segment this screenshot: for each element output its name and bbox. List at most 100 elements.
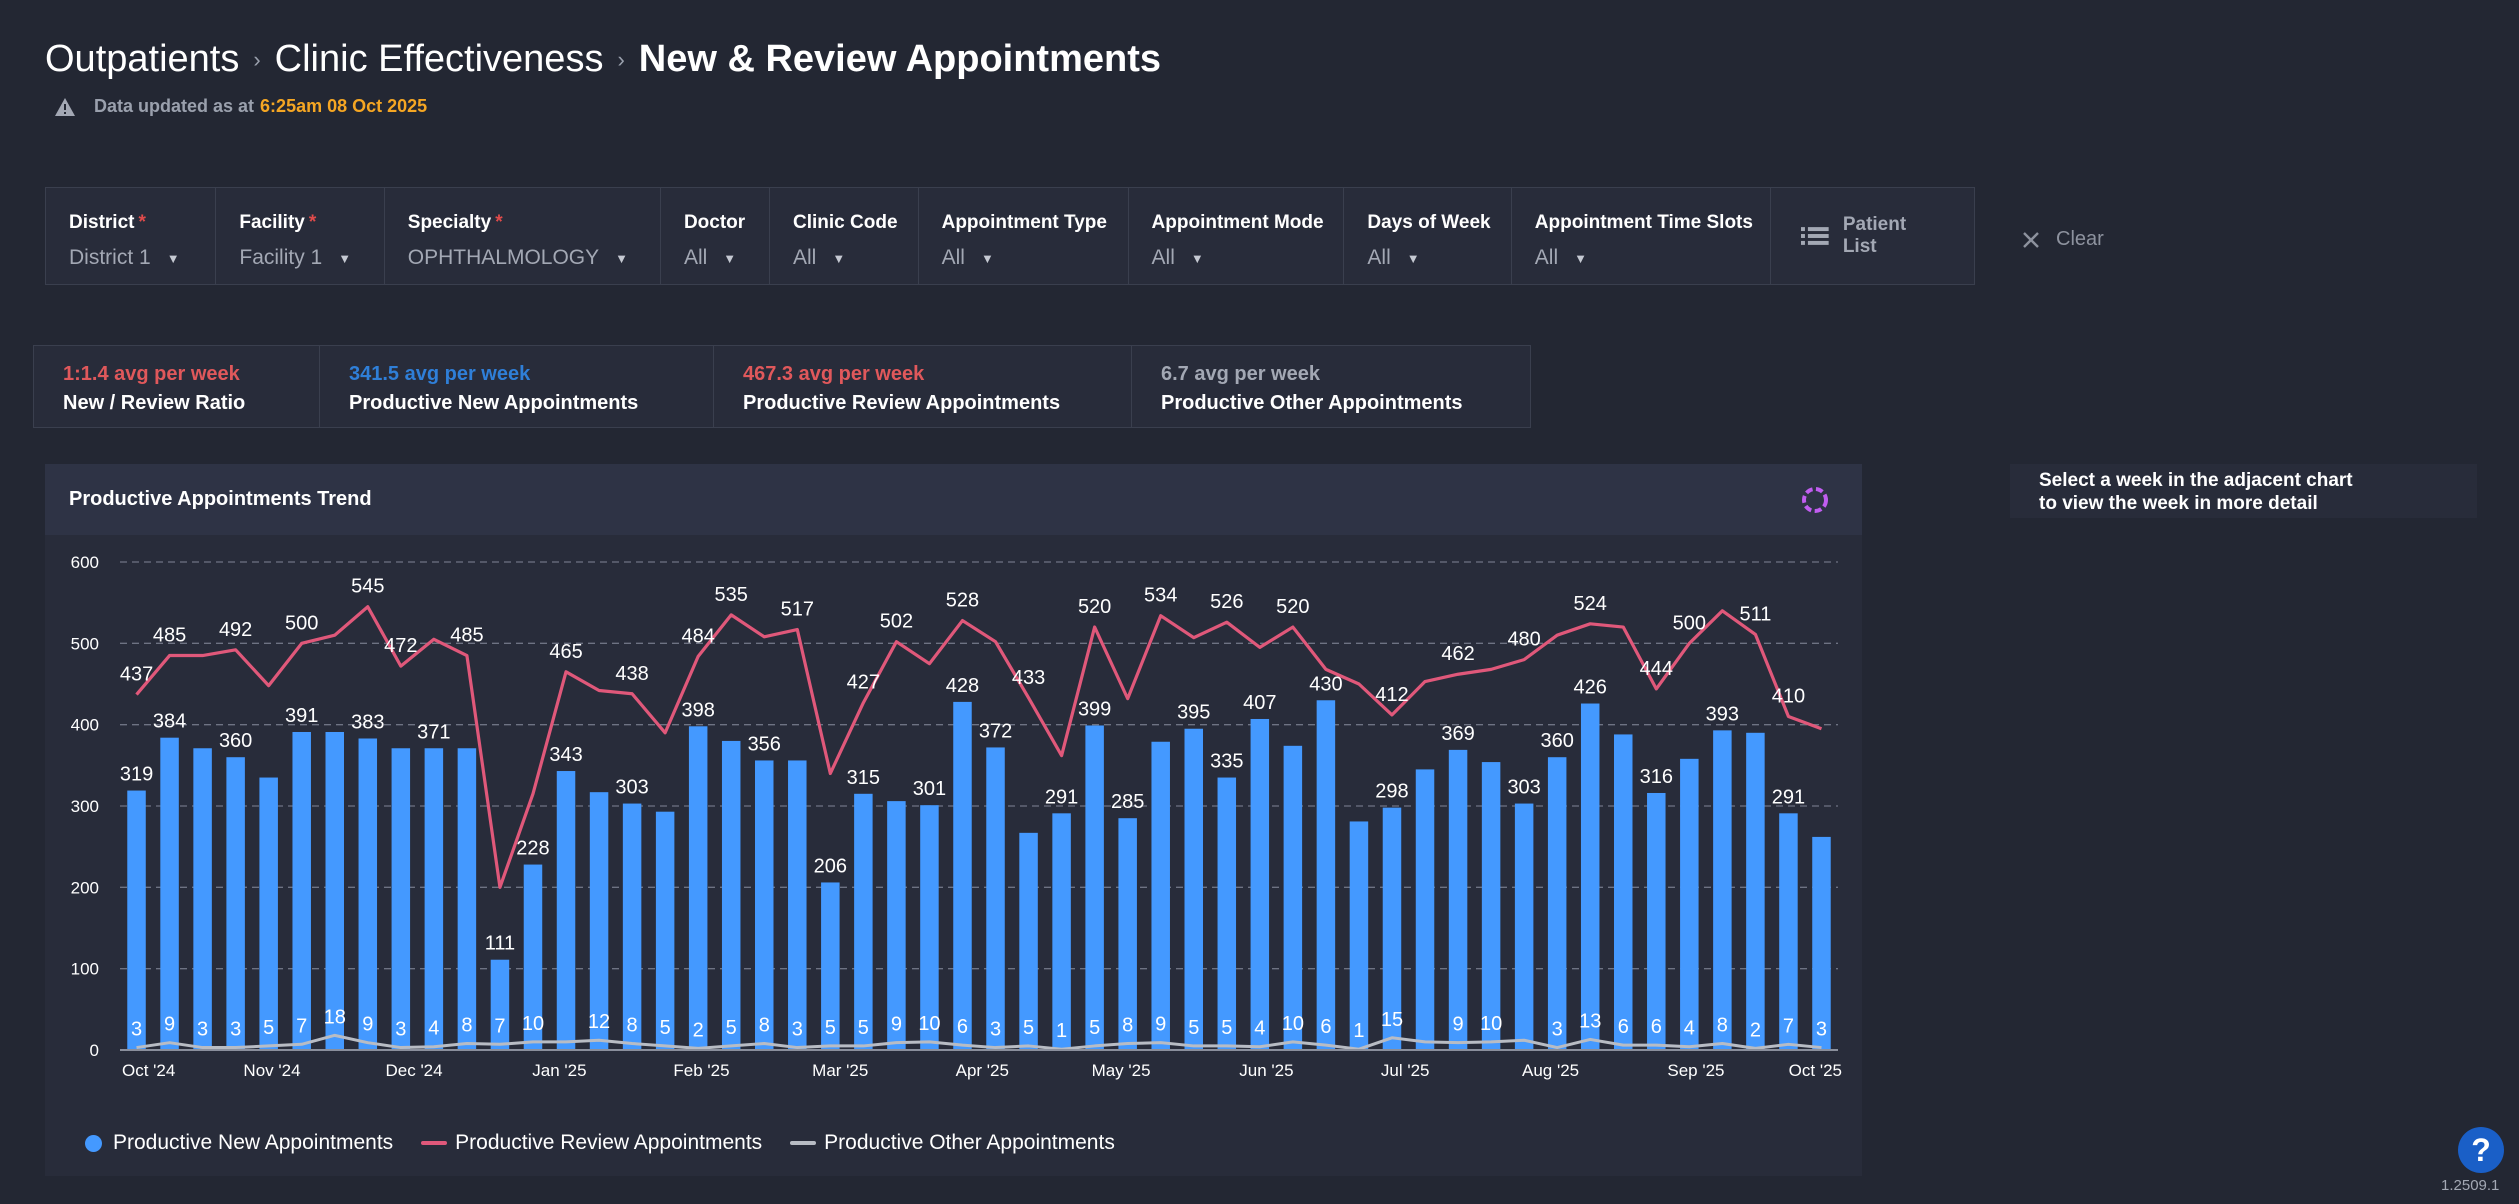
filter-bar: District * District 1 ▼ Facility * Facility… [45, 187, 1975, 285]
bar-data-label: 399 [1078, 698, 1111, 720]
y-tick-label: 200 [71, 878, 99, 897]
bar-new-appointments [1382, 807, 1402, 1050]
bar-new-appointments [721, 740, 741, 1050]
other-data-label: 7 [1783, 1015, 1794, 1037]
filter-doctor[interactable]: Doctor All ▼ [661, 188, 770, 284]
kpi-new-review-ratio[interactable]: 1:1.4 avg per week New / Review Ratio [34, 346, 320, 427]
filter-facility[interactable]: Facility * Facility 1 ▼ [216, 188, 385, 284]
other-data-label: 4 [1684, 1018, 1695, 1040]
bar-data-label: 291 [1045, 786, 1078, 808]
caret-down-icon: ▼ [166, 250, 180, 266]
other-data-label: 3 [990, 1019, 1001, 1041]
filter-clinic-code[interactable]: Clinic Code All ▼ [770, 188, 919, 284]
filter-dropdown[interactable]: All ▼ [1367, 246, 1420, 269]
legend-item-other[interactable]: Productive Other Appointments [790, 1131, 1115, 1155]
other-data-label: 10 [1282, 1013, 1304, 1035]
filter-dropdown[interactable]: All ▼ [793, 246, 846, 269]
x-tick-label: May '25 [1092, 1061, 1151, 1080]
bar-new-appointments [1613, 734, 1633, 1050]
caret-down-icon: ▼ [1406, 250, 1420, 266]
clear-filters-button[interactable]: Clear [2022, 228, 2104, 251]
bar-layer [127, 700, 1831, 1050]
breadcrumb: Outpatients › Clinic Effectiveness › New… [45, 38, 1161, 81]
legend-item-review[interactable]: Productive Review Appointments [421, 1131, 762, 1155]
legend-line-icon [790, 1141, 817, 1145]
filter-dropdown[interactable]: All ▼ [1534, 246, 1588, 269]
other-data-label: 10 [918, 1013, 940, 1035]
other-data-label: 7 [296, 1015, 307, 1037]
kpi-productive-other[interactable]: 6.7 avg per week Productive Other Appoin… [1132, 346, 1530, 427]
other-data-label: 8 [627, 1014, 638, 1036]
bar-new-appointments [953, 701, 972, 1050]
bar-data-label: 316 [1640, 766, 1673, 788]
bar-new-appointments [1647, 792, 1666, 1050]
breadcrumb-clinic-effectiveness[interactable]: Clinic Effectiveness [274, 38, 604, 80]
filter-label: Facility * [239, 212, 317, 233]
bar-new-appointments [1085, 725, 1104, 1050]
bar-new-appointments [589, 792, 609, 1050]
update-label: Data updated as at [94, 96, 255, 116]
other-data-label: 8 [1717, 1014, 1728, 1036]
bar-new-appointments [193, 748, 212, 1050]
filter-dropdown[interactable]: All ▼ [941, 246, 994, 269]
bar-new-appointments [127, 790, 146, 1050]
line-layer [135, 605, 1823, 1051]
bar-new-appointments [424, 748, 444, 1050]
bar-new-appointments [1217, 777, 1237, 1050]
bar-new-appointments [358, 738, 378, 1050]
other-data-label: 7 [494, 1015, 505, 1037]
other-data-label: 3 [131, 1019, 142, 1041]
filter-appointment-type[interactable]: Appointment Type All ▼ [919, 188, 1129, 284]
y-tick-label: 100 [71, 960, 99, 979]
bar-new-appointments [1019, 832, 1038, 1050]
breadcrumb-outpatients[interactable]: Outpatients [45, 38, 240, 80]
line-other-appointments [136, 1033, 1822, 1051]
page-title: New & Review Appointments [638, 38, 1162, 80]
other-data-label: 15 [1381, 1009, 1403, 1031]
patient-list-label: Patient List [1842, 214, 1907, 257]
legend-dot-icon [85, 1134, 102, 1152]
filter-appointment-mode[interactable]: Appointment Mode All ▼ [1129, 188, 1345, 284]
bar-new-appointments [920, 805, 939, 1050]
review-data-label: 437 [120, 664, 153, 686]
data-update-status: Data updated as at 6:25am 08 Oct 2025 [54, 96, 427, 117]
kpi-productive-review[interactable]: 467.3 avg per week Productive Review App… [714, 346, 1132, 427]
filter-appointment-time-slots[interactable]: Appointment Time Slots All ▼ [1512, 188, 1772, 284]
bar-data-label: 398 [681, 699, 714, 721]
bar-new-appointments [688, 726, 708, 1050]
review-data-label: 465 [549, 641, 582, 663]
review-data-label: 485 [450, 625, 483, 647]
filter-dropdown[interactable]: All ▼ [1151, 246, 1204, 269]
filter-days-of-week[interactable]: Days of Week All ▼ [1344, 188, 1512, 284]
bar-data-label: 228 [516, 838, 549, 860]
other-data-label: 10 [1480, 1013, 1502, 1035]
bar-data-label: 285 [1111, 791, 1144, 813]
review-data-label: 500 [1673, 612, 1706, 634]
bar-new-appointments [887, 801, 906, 1050]
bar-new-appointments [259, 777, 278, 1050]
filter-dropdown[interactable]: All ▼ [683, 246, 737, 269]
other-data-label: 9 [1452, 1014, 1463, 1036]
bar-new-appointments [1514, 803, 1534, 1050]
other-data-label: 6 [957, 1016, 968, 1038]
filter-district[interactable]: District * District 1 ▼ [46, 188, 217, 284]
legend-item-new[interactable]: Productive New Appointments [85, 1131, 393, 1155]
required-marker: * [138, 212, 146, 233]
filter-dropdown[interactable]: Facility 1 ▼ [239, 246, 352, 269]
help-button[interactable]: ? [2458, 1127, 2504, 1173]
bar-data-label: 428 [946, 675, 979, 697]
filter-dropdown[interactable]: District 1 ▼ [69, 246, 180, 269]
other-data-label: 3 [1816, 1019, 1827, 1041]
patient-list-button[interactable]: Patient List [1771, 188, 1974, 284]
filter-dropdown[interactable]: OPHTHALMOLOGY ▼ [407, 246, 629, 269]
review-data-label: 410 [1772, 686, 1805, 708]
filter-specialty[interactable]: Specialty * OPHTHALMOLOGY ▼ [385, 188, 661, 284]
bar-data-label: 315 [847, 767, 880, 789]
detail-hint-line-1: Select a week in the adjacent chart [2039, 470, 2353, 491]
bar-data-label: 369 [1441, 723, 1474, 745]
other-data-label: 1 [1056, 1020, 1067, 1042]
kpi-value: 1:1.4 avg per week [63, 363, 240, 385]
kpi-productive-new[interactable]: 341.5 avg per week Productive New Appoin… [320, 346, 714, 427]
